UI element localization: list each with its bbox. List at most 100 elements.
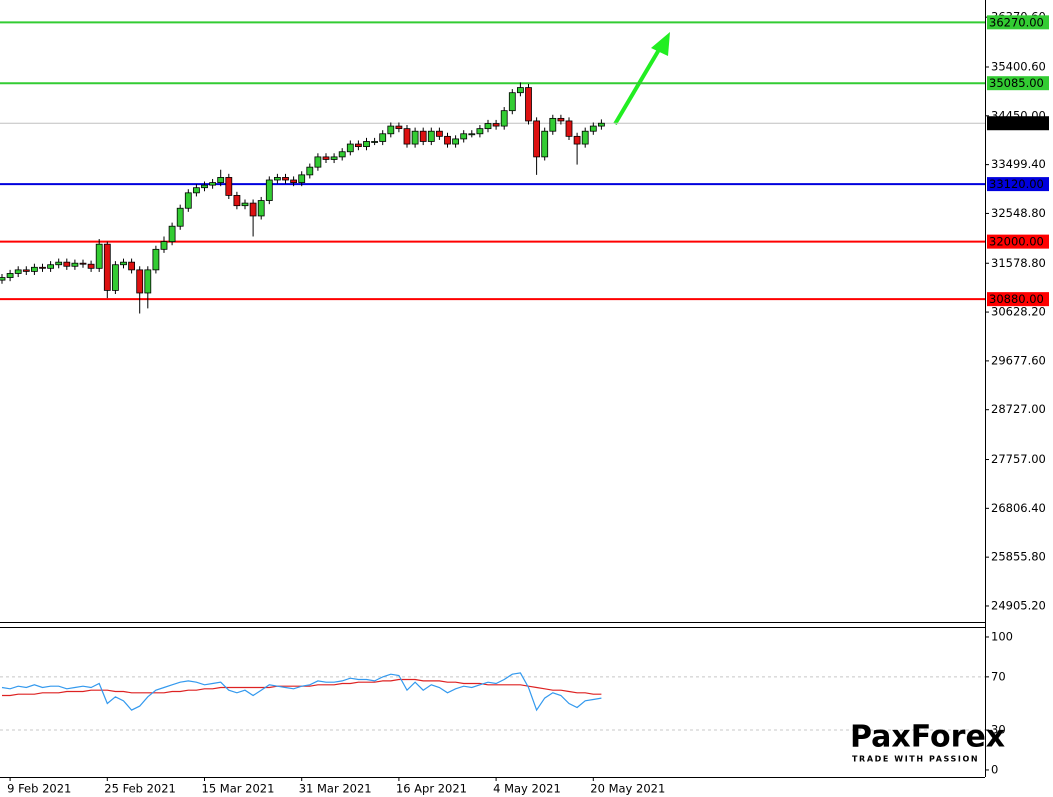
- y-tick-label: 32548.80: [991, 206, 1046, 220]
- candle-body: [209, 182, 217, 186]
- candle-body: [22, 269, 30, 272]
- candle-body: [168, 225, 176, 243]
- candle-body: [444, 135, 451, 145]
- candle-body: [257, 200, 265, 217]
- y-tick-label: 29677.60: [991, 353, 1046, 367]
- trend-arrow: [613, 46, 662, 126]
- candle-body: [144, 269, 152, 294]
- candle-body: [282, 177, 289, 181]
- indicator-line: [1, 672, 602, 712]
- level-label: 33120.00: [989, 177, 1044, 191]
- candle-body: [354, 143, 362, 148]
- candle-body: [525, 87, 532, 122]
- candle-body: [136, 269, 144, 294]
- candle-body: [452, 138, 460, 145]
- candle-body: [371, 141, 379, 143]
- candle-body: [14, 269, 22, 274]
- candle-body: [541, 130, 549, 158]
- level-label: 32000.00: [989, 235, 1044, 249]
- level-label: 35085.00: [989, 76, 1044, 90]
- candle-body: [103, 243, 111, 291]
- candle-body: [598, 122, 605, 127]
- x-tick-label: 20 May 2021: [590, 782, 665, 796]
- candle-body: [346, 143, 354, 153]
- y-tick-label: 30628.20: [991, 305, 1046, 319]
- candle-body: [87, 263, 95, 269]
- level-badge: [987, 234, 1049, 249]
- candle-body: [249, 202, 257, 217]
- candle-body: [557, 117, 565, 122]
- candle-body: [241, 202, 249, 207]
- candle-body: [517, 87, 524, 94]
- candle-body: [217, 177, 225, 183]
- candle-body: [112, 264, 119, 291]
- candle-body: [160, 241, 168, 250]
- candle-body: [273, 177, 281, 181]
- candle-body: [403, 128, 411, 145]
- candle-body: [330, 156, 338, 160]
- candle-body: [419, 130, 427, 142]
- x-tick-label: 16 Apr 2021: [396, 782, 467, 796]
- level-label: 30880.00: [989, 292, 1044, 306]
- candle-body: [30, 266, 38, 272]
- level-badge: [987, 15, 1049, 30]
- candle-body: [549, 117, 557, 132]
- x-tick-label: 15 Mar 2021: [202, 782, 275, 796]
- trend-arrow-head: [651, 32, 670, 56]
- candle-body: [306, 166, 314, 176]
- candle-body: [476, 128, 484, 135]
- candle-body: [573, 135, 581, 145]
- candle-body: [533, 120, 540, 158]
- y-tick-label: 25855.80: [991, 550, 1046, 564]
- candle-body: [298, 174, 306, 183]
- candle-body: [120, 261, 127, 266]
- candle-body: [435, 130, 443, 137]
- candle-body: [176, 207, 184, 227]
- candle-body: [265, 179, 273, 201]
- last-price-badge: [987, 116, 1049, 131]
- candle-body: [508, 92, 516, 112]
- level-label: 36270.00: [989, 15, 1044, 29]
- y-tick-label: 26806.40: [991, 501, 1046, 515]
- x-tick-label: 31 Mar 2021: [299, 782, 372, 796]
- level-badge: [987, 292, 1049, 307]
- candle-body: [192, 187, 200, 194]
- candle-body: [484, 123, 492, 130]
- candle-body: [128, 261, 136, 271]
- candle-body: [589, 125, 597, 132]
- y-tick-label: 100: [991, 629, 1013, 643]
- candle-body: [338, 151, 346, 158]
- candle-body: [565, 120, 573, 137]
- y-tick-label: 0: [991, 762, 998, 776]
- y-tick-label: 31578.80: [991, 256, 1046, 270]
- candle-body: [201, 184, 208, 189]
- x-tick-label: 9 Feb 2021: [7, 782, 71, 796]
- candle-body: [460, 133, 468, 140]
- candle-body: [63, 261, 71, 267]
- level-badge: [987, 177, 1049, 192]
- candle-body: [79, 262, 87, 265]
- candle-body: [39, 266, 46, 269]
- y-tick-label: 27757.00: [991, 452, 1046, 466]
- candle-body: [6, 273, 14, 278]
- logo: PaxForex: [850, 720, 1005, 755]
- logo-tagline: TRADE WITH PASSION: [852, 755, 979, 764]
- candle-body: [314, 156, 322, 168]
- y-tick-label: 24905.20: [991, 598, 1046, 612]
- candle-body: [379, 133, 387, 142]
- candle-body: [427, 130, 435, 142]
- candle-body: [411, 130, 419, 145]
- candle-body: [492, 123, 500, 127]
- x-tick-label: 25 Feb 2021: [104, 782, 176, 796]
- candle-body: [184, 192, 192, 209]
- candle-body: [500, 110, 508, 127]
- candle-body: [47, 264, 54, 269]
- candle-body: [363, 141, 370, 148]
- candle-body: [290, 179, 298, 183]
- y-tick-label: 28727.00: [991, 402, 1046, 416]
- candle-body: [581, 130, 589, 145]
- candle-body: [395, 125, 403, 130]
- x-tick-label: 4 May 2021: [493, 782, 561, 796]
- y-tick-label: 33499.40: [991, 157, 1046, 171]
